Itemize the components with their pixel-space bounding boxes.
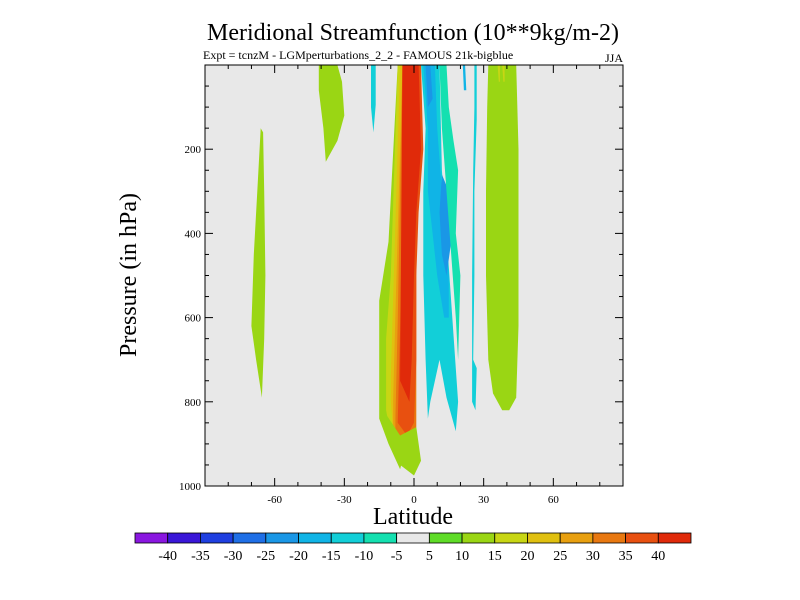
legend-swatch [265, 532, 299, 544]
x-tick-label: 60 [548, 494, 560, 506]
contour-region-18 [497, 65, 500, 82]
contour-region-20 [462, 65, 467, 91]
legend-label: 20 [521, 549, 535, 564]
contour-regions [251, 65, 519, 476]
legend-label: 10 [455, 549, 469, 564]
y-axis-label: Pressure (in hPa) [116, 193, 142, 357]
legend-label: -35 [191, 549, 210, 564]
legend-label: -15 [322, 549, 341, 564]
x-tick-label: 30 [478, 494, 490, 506]
legend-label: -30 [224, 549, 243, 564]
legend-swatch [461, 532, 496, 544]
y-tick-label: 200 [185, 144, 202, 156]
legend-swatch [592, 532, 626, 544]
x-tick-label: -60 [267, 494, 282, 506]
contour-region-16 [472, 65, 477, 411]
y-tick-label: 600 [185, 313, 202, 325]
legend-swatch [625, 532, 659, 544]
x-axis-label: Latitude [373, 504, 453, 530]
legend-label: 25 [553, 549, 567, 564]
contour-region-17 [486, 65, 519, 411]
contour-region-10 [383, 414, 421, 476]
legend-swatch [657, 532, 692, 544]
legend-label: -10 [355, 549, 374, 564]
legend-swatch [527, 532, 561, 544]
y-tick-label: 1000 [179, 481, 202, 493]
x-tick-label: 0 [411, 494, 417, 506]
contour-region-0 [318, 65, 345, 162]
legend-label: -25 [256, 549, 275, 564]
legend-label: 40 [651, 549, 665, 564]
chart-subtitle: Expt = tcnzM - LGMperturbations_2_2 - FA… [203, 48, 513, 62]
legend-label: 15 [488, 549, 502, 564]
legend-swatch [298, 532, 332, 544]
legend-swatch [559, 532, 594, 544]
x-tick-label: -30 [337, 494, 352, 506]
legend-label: -20 [289, 549, 308, 564]
contour-region-15 [439, 65, 461, 360]
chart-title: Meridional Streamfunction (10**9kg/m-2) [207, 20, 619, 46]
legend-swatch [363, 532, 398, 544]
color-legend: -40 -35 -30 -25 -20 -15 -10 -5 5 10 15 20 25 30 35 40 [134, 532, 692, 564]
axis-ticks: -60 -30 0 30 60 200 400 600 800 1000 [179, 65, 623, 506]
y-tick-label: 800 [185, 397, 202, 409]
contour-region-2 [251, 128, 266, 398]
plot-area: -60 -30 0 30 60 200 400 600 800 1000 [179, 64, 624, 506]
legend-label: -40 [158, 549, 177, 564]
legend-swatch [494, 532, 528, 544]
legend-swatch [200, 532, 234, 544]
legend-swatch [232, 532, 267, 544]
legend-swatch [167, 532, 201, 544]
contour-region-19 [502, 65, 505, 82]
legend-swatch [396, 532, 430, 544]
legend-label: 30 [586, 549, 600, 564]
contour-region-9 [400, 65, 421, 402]
season-label: JJA [605, 51, 623, 65]
legend-swatch [134, 532, 169, 544]
legend-label: 5 [426, 549, 433, 564]
legend-label: -5 [391, 549, 403, 564]
y-tick-label: 400 [185, 228, 202, 240]
legend-label: 35 [619, 549, 633, 564]
legend-swatch [330, 532, 365, 544]
contour-region-13 [425, 65, 433, 108]
legend-swatch [428, 532, 463, 544]
contour-region-1 [371, 65, 376, 133]
